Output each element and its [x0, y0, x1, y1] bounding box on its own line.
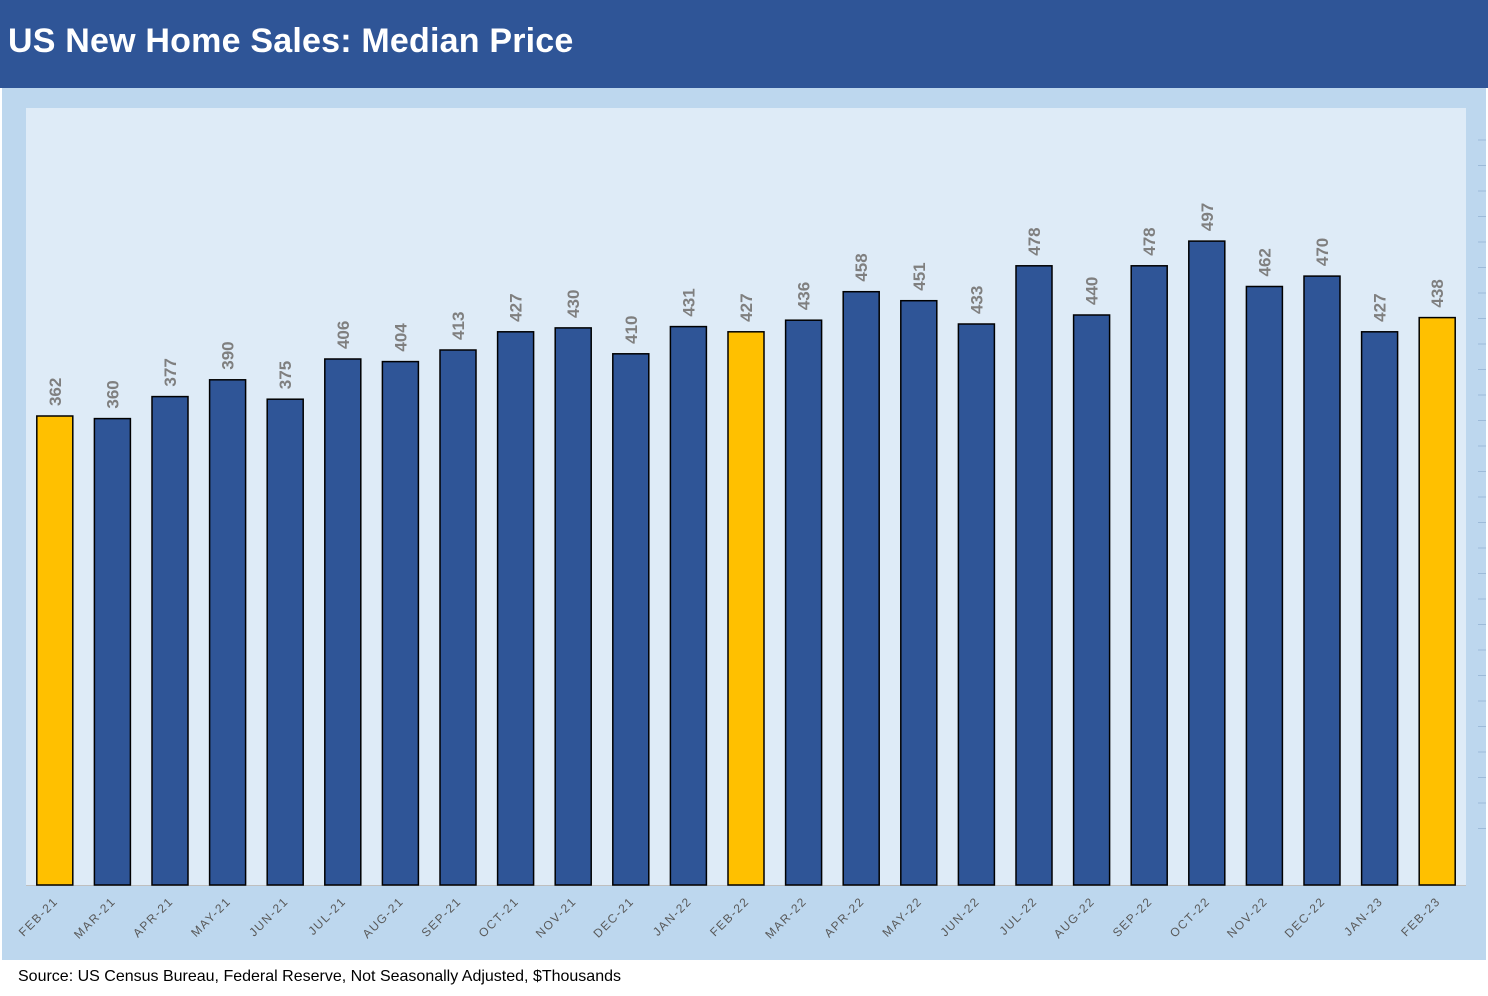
data-label-sep-21: 413 [449, 312, 468, 340]
source-note: Source: US Census Bureau, Federal Reserv… [18, 968, 621, 985]
x-tick-label-mar-21: MAR-21 [71, 894, 118, 941]
data-label-oct-21: 427 [507, 293, 526, 321]
bar-mar-21 [93, 417, 132, 886]
bar-may-21 [208, 379, 247, 886]
bar-oct-21 [496, 331, 535, 886]
chart-footer [0, 960, 1488, 996]
bar-jul-21 [324, 358, 362, 886]
data-label-dec-21: 410 [622, 315, 641, 343]
x-tick-label-apr-22: APR-22 [821, 894, 867, 940]
x-tick-label-jan-23: JAN-23 [1341, 894, 1386, 939]
bar-may-22 [900, 299, 938, 886]
bar-dec-21 [612, 353, 650, 886]
x-tick-label-jul-21: JUL-21 [305, 894, 349, 938]
data-label-feb-23: 438 [1428, 279, 1447, 307]
data-label-oct-22: 497 [1198, 203, 1217, 231]
data-label-mar-21: 360 [103, 380, 122, 408]
bar-oct-22 [1188, 240, 1226, 886]
data-label-jan-22: 431 [679, 288, 698, 316]
x-tick-label-mar-22: MAR-22 [762, 894, 809, 941]
data-label-feb-22: 427 [737, 293, 756, 321]
x-tick-label-nov-22: NOV-22 [1224, 894, 1270, 940]
data-label-feb-21: 362 [46, 378, 65, 406]
data-label-nov-21: 430 [564, 290, 583, 318]
data-label-nov-22: 462 [1255, 248, 1274, 276]
bar-sep-21 [439, 349, 477, 886]
data-label-jul-22: 478 [1025, 227, 1044, 255]
x-tick-label-aug-21: AUG-21 [360, 894, 407, 941]
bar-jun-21 [266, 398, 304, 886]
bar-aug-22 [1072, 314, 1111, 886]
x-tick-label-jan-22: JAN-22 [650, 894, 695, 939]
data-label-apr-21: 377 [161, 358, 180, 386]
bar-jan-23 [1360, 331, 1399, 886]
bar-dec-22 [1303, 275, 1341, 886]
bar-apr-21 [151, 395, 189, 886]
x-tick-label-may-21: MAY-21 [188, 894, 234, 940]
bar-nov-22 [1245, 285, 1284, 886]
x-tick-label-feb-21: FEB-21 [16, 894, 61, 939]
chart-header: US New Home Sales: Median Price [0, 0, 1488, 88]
data-label-mar-22: 436 [795, 282, 814, 310]
data-label-may-22: 451 [910, 262, 929, 290]
x-tick-label-oct-22: OCT-22 [1167, 894, 1213, 940]
bar-feb-21 [36, 415, 74, 886]
data-label-may-21: 390 [219, 341, 238, 369]
x-tick-label-jun-22: JUN-22 [937, 894, 982, 939]
data-label-aug-21: 404 [391, 323, 410, 352]
data-label-sep-22: 478 [1140, 227, 1159, 255]
bar-jan-22 [669, 325, 708, 886]
bar-feb-22 [727, 331, 765, 886]
data-label-jun-22: 433 [967, 286, 986, 314]
data-label-aug-22: 440 [1083, 277, 1102, 305]
bar-feb-23 [1418, 316, 1456, 886]
x-tick-label-nov-21: NOV-21 [533, 894, 579, 940]
x-tick-label-sep-21: SEP-21 [419, 894, 465, 940]
bar-apr-22 [842, 290, 880, 886]
bar-aug-21 [381, 360, 420, 886]
bar-jul-22 [1015, 265, 1053, 886]
x-tick-label-may-22: MAY-22 [879, 894, 925, 940]
x-tick-label-dec-21: DEC-21 [590, 894, 636, 940]
x-tick-label-aug-22: AUG-22 [1051, 894, 1098, 941]
x-tick-label-jul-22: JUL-22 [997, 894, 1041, 938]
bar-jun-22 [957, 323, 996, 886]
bar-sep-22 [1130, 265, 1168, 886]
data-label-jul-21: 406 [334, 321, 353, 349]
x-tick-label-jun-21: JUN-21 [246, 894, 291, 939]
x-tick-label-dec-22: DEC-22 [1282, 894, 1328, 940]
x-tick-label-sep-22: SEP-22 [1110, 894, 1156, 940]
data-label-jan-23: 427 [1371, 293, 1390, 321]
x-tick-label-oct-21: OCT-21 [476, 894, 522, 940]
x-tick-label-feb-23: FEB-23 [1398, 894, 1443, 939]
x-tick-label-feb-22: FEB-22 [707, 894, 752, 939]
data-label-dec-22: 470 [1313, 238, 1332, 266]
x-tick-label-apr-21: APR-21 [130, 894, 176, 940]
chart-title: US New Home Sales: Median Price [8, 22, 574, 60]
bar-nov-21 [554, 327, 592, 886]
data-label-jun-21: 375 [276, 361, 295, 389]
data-label-apr-22: 458 [852, 253, 871, 281]
bar-mar-22 [784, 319, 823, 886]
